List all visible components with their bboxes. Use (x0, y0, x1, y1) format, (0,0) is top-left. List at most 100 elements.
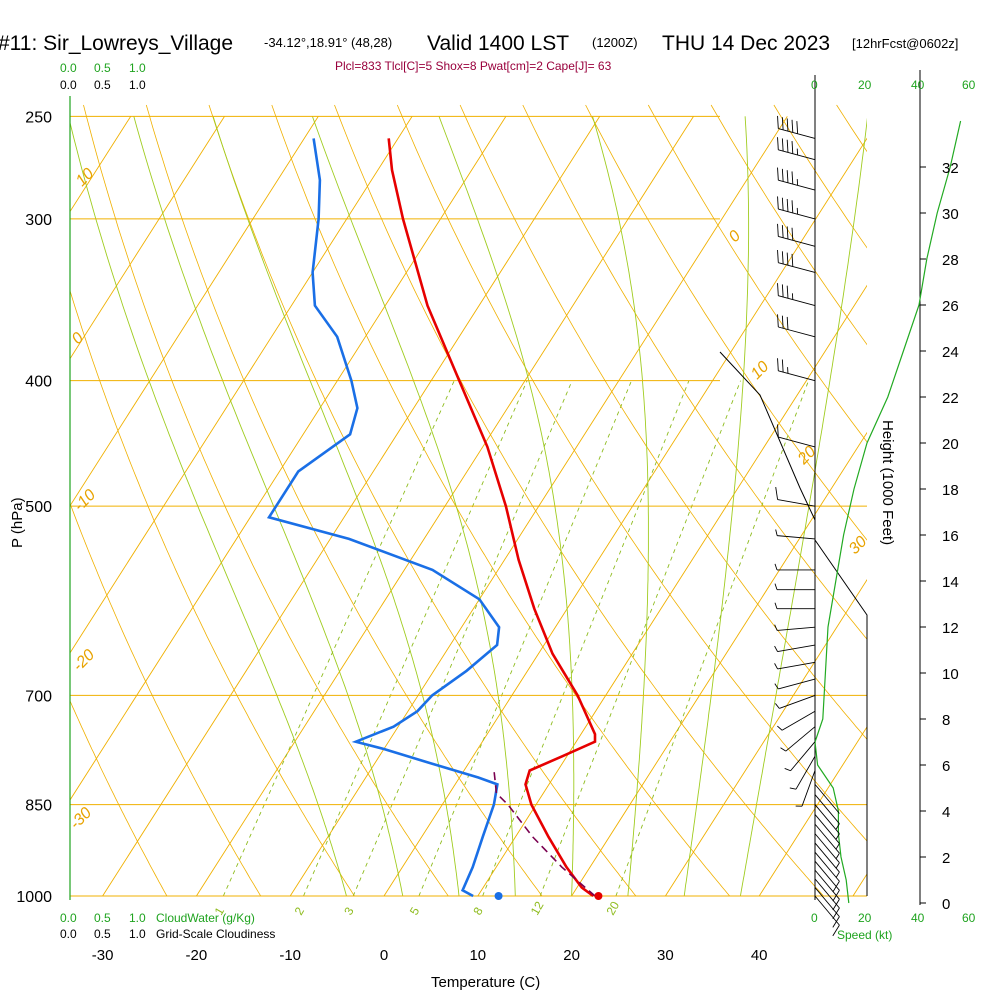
dry-adiabat-400 (836, 104, 867, 153)
moist-adiabat-8 (212, 116, 460, 896)
temperature-ticks: -30 -20 -10 0 10 20 30 40 (92, 947, 768, 964)
wind-barb-half-9 (835, 843, 840, 850)
wind-barb-staff-6 (814, 842, 840, 873)
height-axis-label: Height (1000 Feet) (879, 420, 896, 545)
moist-adiabat-2 (133, 116, 404, 896)
wind-barb-staff-20 (777, 661, 816, 670)
wind-panel-boundary (719, 351, 868, 896)
wind-barb-flag-37-4 (796, 121, 799, 134)
dry-adiabat-410 (899, 105, 1000, 896)
wind-barb-staff-27 (777, 499, 816, 507)
dry-adiabat-420 (962, 105, 1000, 896)
wind-barb-1 (814, 887, 840, 928)
valid-time: Valid 1400 LST (427, 32, 569, 55)
sounding-series (266, 138, 603, 900)
wind-barb-staff-21 (777, 644, 816, 653)
wind-barb-21 (774, 644, 816, 653)
wind-barb-flag-36-0 (777, 137, 779, 150)
wind-barbs (774, 115, 840, 937)
height-tick-6: 6 (942, 758, 950, 775)
wind-barb-19 (774, 678, 816, 690)
pressure-tick-500: 500 (25, 499, 52, 516)
wind-barb-29 (777, 358, 816, 382)
mixing-ratio-label-8: 8 (470, 904, 486, 917)
isotherm-label-2: -10 (71, 486, 99, 514)
wind-barb-half-20 (774, 663, 778, 670)
speed-tick-top-1: 20 (858, 78, 872, 92)
isotherm-30 (665, 578, 867, 896)
wind-barb-flag-34-1 (781, 197, 784, 211)
isotherm-label-1: 0 (69, 329, 87, 347)
mixing-ratio-label-3: 3 (341, 904, 357, 917)
wind-barb-23 (774, 602, 815, 610)
wind-barb-flag-36-2 (786, 139, 789, 153)
wind-barb-8 (814, 823, 840, 859)
temperature-tick-0: 0 (380, 947, 388, 964)
height-tick-0: 0 (942, 896, 950, 913)
wind-barb-flag-37-1 (781, 117, 784, 130)
wind-barb-staff-35 (778, 179, 816, 191)
wind-barb-3 (814, 869, 840, 911)
wind-barb-staff-7 (814, 833, 840, 864)
dry-adiabat-300 (208, 104, 637, 896)
wind-barb-half-24 (774, 583, 778, 590)
wind-barb-staff-37 (778, 128, 816, 139)
station-coords: -34.12°,18.91° (48,28) (264, 35, 392, 50)
height-tick-12: 12 (942, 620, 959, 637)
wind-barb-half-25 (774, 563, 778, 571)
speed-label: Speed (kt) (837, 928, 892, 942)
mixing-ratio-label-12: 12 (528, 899, 547, 918)
dry-adiabat-330 (396, 104, 867, 842)
moist-adiabat-38 (739, 117, 867, 896)
wind-barb-staff-31 (778, 295, 816, 307)
wind-barb-flag-36-1 (781, 138, 784, 152)
wind-barb-13 (795, 770, 816, 807)
temperature-line (387, 138, 597, 898)
isotherm--70 (70, 116, 225, 360)
wind-barb-flag-31-1 (781, 284, 784, 298)
mixing-ratio-labels: 1 2 3 5 8 12 20 (212, 899, 623, 918)
wind-barb-22 (774, 624, 816, 631)
wind-barb-staff-3 (814, 869, 840, 900)
wind-barb-half-8 (835, 852, 840, 859)
wind-barb-half-10 (835, 833, 840, 840)
wind-barb-half-23 (774, 602, 778, 609)
wind-barb-staff-33 (778, 236, 816, 247)
moist-adiabat-26 (592, 116, 649, 896)
pressure-tick-1000: 1000 (16, 889, 52, 906)
wind-barb-34 (777, 196, 816, 220)
mixing-ratio-3 (352, 380, 573, 896)
wind-barb-staff-15 (790, 741, 816, 772)
mixing-ratio-20 (615, 380, 809, 896)
wind-barb-staff-19 (778, 678, 816, 690)
wind-barb-flag-37-2 (786, 118, 789, 132)
wind-barb-half-16 (780, 747, 787, 752)
wind-barb-flag-4-0 (832, 890, 840, 902)
wind-barb-12 (814, 784, 840, 814)
zulu-time: (1200Z) (592, 35, 638, 50)
cloudwater-tick-bot-1: 0.5 (94, 911, 111, 925)
wind-barb-staff-34 (778, 208, 816, 220)
wind-barb-staff-10 (814, 804, 840, 834)
wind-barb-15 (784, 741, 816, 772)
wind-barb-half-15 (784, 768, 791, 772)
height-tick-28: 28 (942, 252, 959, 269)
wind-barb-staff-30 (778, 326, 816, 338)
speed-tick-top-2: 40 (911, 78, 925, 92)
wind-barb-staff-0 (814, 895, 840, 926)
wind-barb-flag-36-3 (791, 141, 794, 154)
height-tick-2: 2 (942, 850, 950, 867)
temperature-tick-40: 40 (751, 947, 768, 964)
wind-barb-35 (777, 167, 816, 191)
wind-barb-2 (814, 878, 840, 919)
pressure-tick-250: 250 (25, 109, 52, 126)
wind-barb-flag-34-2 (786, 198, 789, 212)
mixing-ratio-12 (539, 380, 741, 896)
wind-barb-staff-11 (814, 794, 840, 824)
height-tick-20: 20 (942, 436, 959, 453)
wind-barb-flag-29-1 (781, 359, 784, 373)
cloudwater-tick-bot-2: 1.0 (129, 911, 146, 925)
wind-barb-staff-1 (814, 887, 840, 917)
